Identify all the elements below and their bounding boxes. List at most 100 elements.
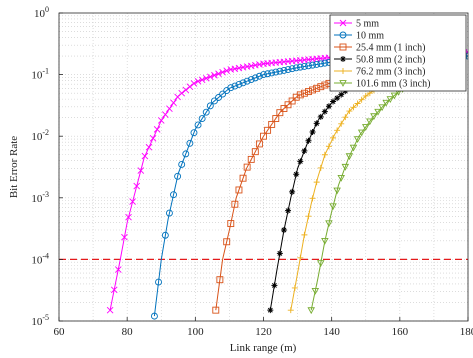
legend-box [329, 14, 467, 92]
series-marker [325, 220, 333, 228]
series-marker [194, 77, 202, 85]
series-marker [321, 238, 329, 245]
series-marker [338, 120, 345, 127]
series-marker [178, 89, 186, 97]
series-marker [227, 220, 235, 228]
series-marker [349, 144, 358, 152]
series-marker [153, 126, 161, 133]
y-tick-exponent: -3 [42, 190, 49, 199]
series-marker [121, 233, 128, 241]
y-tick-label: 10-4 [31, 251, 49, 266]
series-marker [182, 150, 190, 158]
series-marker [178, 161, 186, 168]
series-marker [219, 68, 226, 76]
series-marker [378, 104, 386, 112]
series-marker [223, 67, 231, 75]
x-tick-label: 100 [187, 326, 204, 338]
series-marker [337, 174, 345, 182]
series-marker [291, 284, 298, 291]
series-marker [150, 312, 158, 320]
series-marker [198, 115, 206, 123]
y-tick-label: 10-1 [31, 67, 49, 82]
series-marker [309, 61, 317, 69]
series-marker [333, 187, 341, 195]
series-marker [227, 84, 235, 92]
series-marker [346, 108, 353, 115]
series-marker [243, 77, 251, 85]
series-marker [321, 108, 328, 115]
series-marker [313, 179, 320, 186]
series-marker [264, 70, 272, 78]
series-marker [272, 68, 280, 76]
series-marker [321, 151, 328, 158]
x-axis-title: Link range (m) [230, 342, 297, 354]
series-marker [198, 76, 206, 84]
series-marker [215, 70, 222, 78]
series-marker [239, 174, 247, 182]
series-marker [329, 203, 337, 211]
series-marker [166, 105, 173, 113]
y-tick-exponent: -1 [42, 67, 49, 76]
series-marker [190, 80, 198, 87]
series-marker [296, 63, 304, 71]
series-marker [311, 287, 320, 295]
series-marker [125, 213, 132, 221]
series-marker [264, 126, 272, 134]
y-tick-base: 10 [34, 8, 46, 20]
legend-label: 50.8 mm (2 inch) [356, 55, 425, 66]
series-marker [321, 81, 329, 89]
x-ticks: 60 80 100 120 140 160 180 [54, 317, 473, 338]
y-tick-label: 10-5 [31, 313, 49, 328]
series-marker [235, 80, 243, 88]
series-marker [366, 118, 374, 126]
series-marker [309, 195, 316, 202]
series-marker [141, 152, 149, 160]
x-tick-label: 160 [392, 326, 409, 338]
series-marker [354, 100, 361, 107]
series-marker [276, 67, 284, 75]
series-marker [106, 306, 114, 314]
series-marker [285, 207, 292, 214]
series-marker [305, 88, 312, 96]
series-marker [155, 278, 162, 286]
series-marker [289, 188, 296, 195]
y-tick-exponent: -4 [42, 251, 49, 260]
series-marker [370, 113, 378, 121]
series-marker [353, 136, 362, 143]
x-tick-label: 140 [323, 326, 340, 338]
series-marker [271, 282, 278, 289]
series-marker [223, 238, 231, 246]
series-marker [325, 103, 332, 110]
series-marker [386, 96, 395, 103]
series-marker [267, 307, 274, 314]
series-marker [297, 158, 304, 165]
series-marker [255, 72, 263, 80]
series-marker [334, 95, 341, 102]
series-marker [190, 129, 198, 137]
series-marker [297, 254, 304, 261]
series-marker [235, 186, 243, 194]
series-marker [231, 82, 239, 90]
series-marker [268, 69, 276, 77]
series-marker [247, 76, 255, 83]
series-marker [374, 108, 382, 116]
series-marker [251, 148, 259, 156]
series-marker [330, 98, 337, 105]
y-tick-exponent: -2 [42, 128, 49, 137]
series-marker [301, 147, 308, 154]
series-marker [362, 92, 369, 99]
legend-label: 10 mm [356, 31, 384, 42]
series-marker [305, 62, 312, 70]
series-marker [206, 102, 214, 110]
series-marker [317, 164, 324, 171]
series-marker [342, 114, 349, 121]
series-marker [280, 105, 288, 112]
series-marker [280, 66, 288, 74]
y-tick-exponent: -5 [42, 313, 49, 322]
series-marker [202, 108, 210, 116]
series-marker [350, 104, 357, 111]
series-marker [305, 213, 312, 220]
series-marker [300, 89, 308, 97]
series-marker [330, 134, 337, 141]
